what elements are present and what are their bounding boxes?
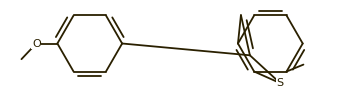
- Text: S: S: [277, 78, 284, 87]
- Text: O: O: [32, 39, 40, 48]
